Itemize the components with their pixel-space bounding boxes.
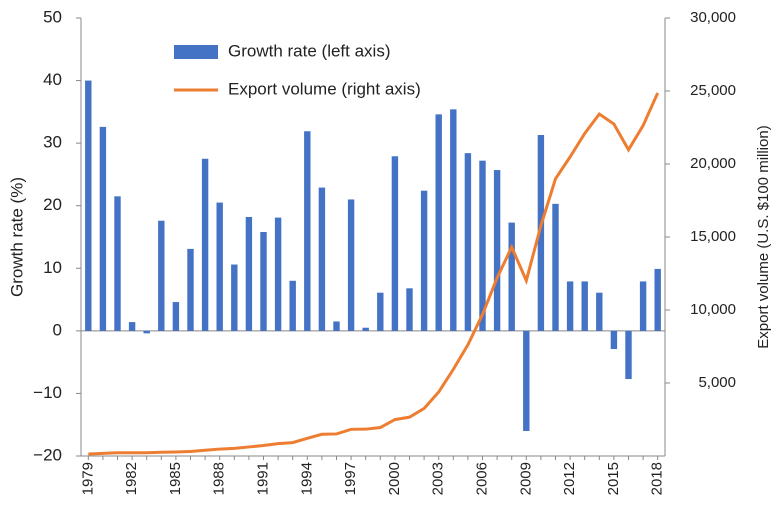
bar	[85, 80, 92, 331]
x-tick-label: 2000	[386, 462, 403, 495]
bar	[625, 330, 632, 380]
x-tick-label: 1997	[342, 462, 359, 495]
bar	[479, 160, 486, 331]
bar	[508, 222, 515, 331]
bar	[450, 109, 457, 331]
legend-label: Export volume (right axis)	[228, 79, 421, 98]
bar	[231, 264, 238, 331]
x-tick-label: 2012	[561, 462, 578, 495]
bar	[391, 156, 399, 331]
bar	[216, 202, 223, 331]
bar	[99, 126, 107, 331]
bar	[289, 280, 296, 331]
line	[88, 92, 660, 456]
y-tick-label: 40	[43, 70, 62, 89]
bar	[128, 322, 136, 331]
bar	[304, 131, 311, 331]
x-tick-label: 2003	[430, 462, 447, 495]
y2-tick-label: 30,000	[690, 9, 736, 26]
y-axis-title: Growth rate (%)	[7, 177, 26, 297]
bar	[596, 292, 603, 331]
bar	[493, 170, 501, 331]
y2-tick-label: 5,000	[698, 374, 736, 391]
bar	[245, 216, 253, 331]
bar	[552, 203, 559, 331]
y2-tick-label: 10,000	[690, 301, 736, 318]
bar	[581, 281, 588, 331]
x-tick-label: 2009	[517, 462, 534, 495]
legend-label: Growth rate (left axis)	[228, 41, 391, 60]
legend-swatch	[174, 45, 218, 59]
bar	[347, 199, 355, 331]
bar	[406, 288, 413, 331]
x-tick-label: 1991	[254, 462, 271, 495]
bar	[143, 330, 150, 334]
bar	[464, 153, 472, 331]
x-tick-label: 1994	[298, 462, 315, 495]
y-tick-label: 20	[43, 195, 62, 214]
bar	[537, 135, 545, 331]
y-tick-label: 0	[53, 320, 62, 339]
bar	[158, 220, 165, 331]
y2-axis-title: Export volume (U.S. $100 million)	[755, 125, 772, 348]
bar	[420, 190, 428, 331]
bar	[654, 268, 661, 331]
x-tick-label: 1985	[167, 462, 184, 495]
x-tick-label: 1988	[211, 462, 228, 495]
bar	[566, 281, 574, 331]
bar	[610, 330, 618, 350]
x-tick-label: 1979	[79, 462, 96, 495]
y-tick-label: −10	[33, 383, 62, 402]
bar	[435, 114, 442, 331]
bar	[523, 330, 530, 431]
y2-tick-label: 20,000	[690, 155, 736, 172]
y-tick-label: −20	[33, 445, 62, 464]
bar	[187, 248, 194, 331]
bar	[377, 292, 384, 331]
bar	[639, 281, 647, 331]
x-tick-label: 2006	[473, 462, 490, 495]
y2-tick-label: 15,000	[690, 228, 736, 245]
y-tick-label: 30	[43, 133, 62, 152]
bar	[274, 217, 282, 331]
bar	[201, 158, 209, 331]
x-tick-label: 1982	[123, 462, 140, 495]
y-tick-label: 10	[43, 258, 62, 277]
bar	[114, 196, 121, 331]
x-tick-label: 2015	[605, 462, 622, 495]
x-tick-label: 2018	[649, 462, 666, 495]
y-tick-label: 50	[43, 7, 62, 26]
bar	[172, 302, 180, 331]
y2-tick-label: 25,000	[690, 82, 736, 99]
bar	[333, 321, 340, 331]
bar	[362, 327, 369, 331]
bar	[260, 231, 267, 331]
bar	[318, 187, 326, 331]
